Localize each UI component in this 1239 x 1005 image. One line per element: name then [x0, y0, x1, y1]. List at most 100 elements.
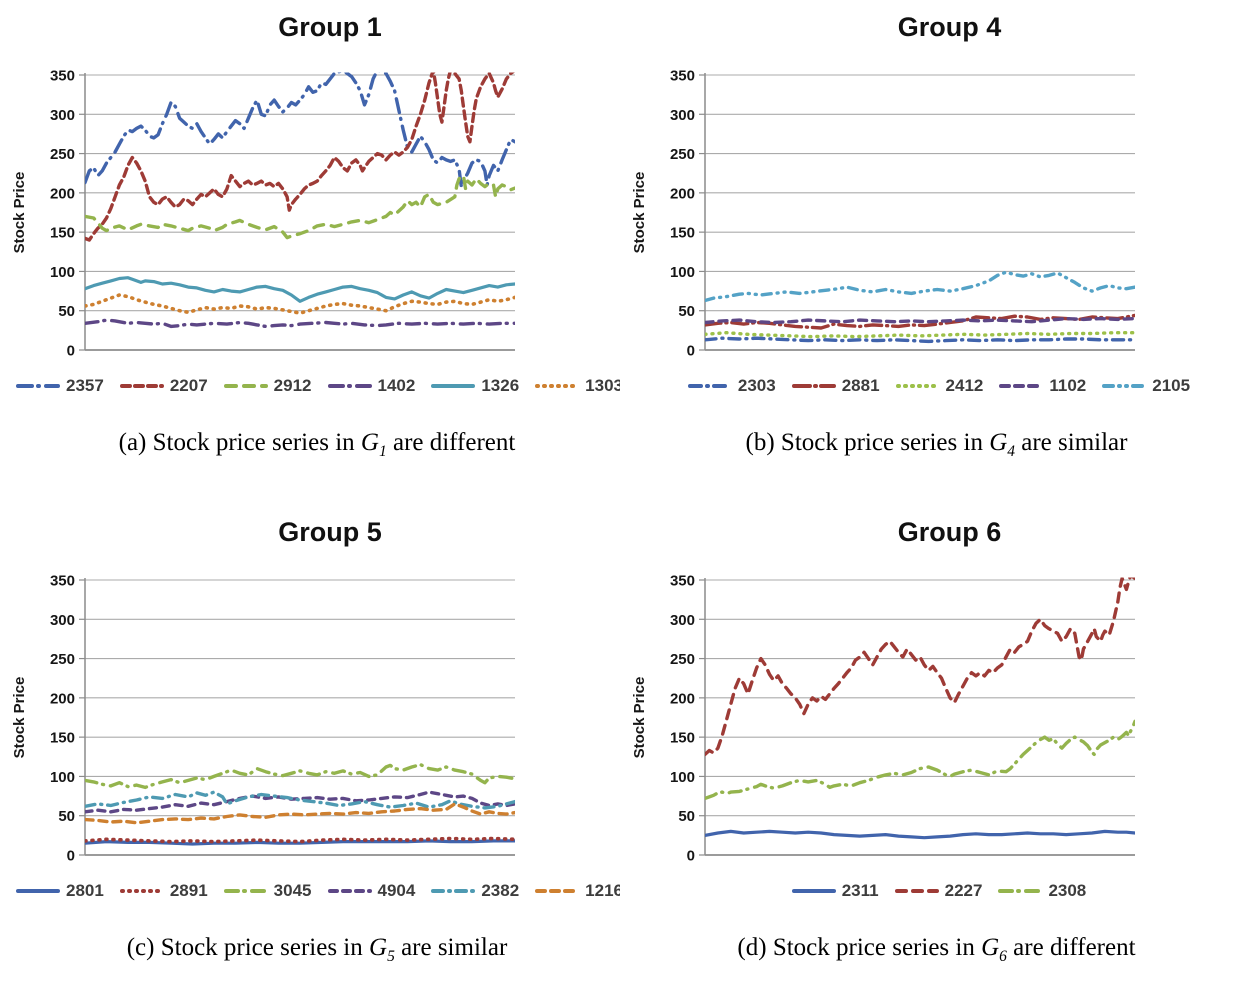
legend-item-3045: 3045 — [223, 881, 312, 901]
y-tick-label: 100 — [50, 264, 75, 281]
line-chart-group-6: 0 50 100 150 200 250 300 350 Stock Price — [631, 573, 1135, 865]
chart-title-group-5: Group 5 — [278, 517, 382, 547]
legend-item-2891: 2891 — [119, 881, 208, 901]
series-line-2912 — [85, 173, 515, 240]
group-symbol: G5 — [369, 934, 395, 965]
chart-title-group-4: Group 4 — [897, 12, 1002, 42]
legend-item-1402: 1402 — [327, 376, 415, 396]
caption-d: (d) Stock price series in G6 are differe… — [737, 934, 1135, 966]
y-tick-label: 300 — [669, 107, 694, 124]
series-line-4904 — [85, 790, 515, 814]
legend-label: 2308 — [1048, 881, 1087, 900]
chart-panel-group-1: Group 1 0 50 100 150 200 250 300 350 Stock Price… — [0, 0, 620, 505]
line-chart-group-4: 0 50 100 150 200 250 300 350 Stock Price — [631, 68, 1135, 360]
y-tick-label: 0 — [686, 343, 694, 360]
y-tick-label: 100 — [50, 769, 75, 786]
y-axis-title: Stock Price — [631, 172, 648, 254]
series-line-2308 — [704, 719, 1135, 801]
legend-item-2308: 2308 — [997, 881, 1086, 901]
caption-text: (a) Stock price series in — [118, 429, 361, 456]
caption-text: (b) Stock price series in — [745, 429, 990, 456]
legend-item-2382: 2382 — [430, 881, 519, 901]
legend-marker-1326 — [431, 384, 476, 388]
series-line-1326 — [85, 276, 515, 303]
y-tick-label: 100 — [669, 769, 694, 786]
legend-marker-1216 — [535, 889, 580, 893]
legend-item-2801: 2801 — [15, 881, 104, 901]
y-tick-label: 50 — [678, 303, 695, 320]
y-tick-label: 150 — [50, 730, 75, 747]
series-line-2357 — [85, 72, 515, 189]
series-line-2207 — [85, 72, 515, 242]
legend-marker-2303 — [687, 384, 732, 388]
legend-item-1303: 1303 — [534, 376, 620, 396]
y-tick-label: 350 — [50, 573, 75, 590]
legend-marker-2881 — [791, 384, 836, 388]
series-line-2891 — [85, 836, 515, 844]
y-axis-title: Stock Price — [11, 172, 28, 254]
chart-title-group-6: Group 6 — [897, 517, 1002, 547]
legend-label: 2227 — [944, 881, 983, 900]
legend-group-5: 2801 2891 3045 4904 2382 1216 — [15, 874, 620, 908]
legend-item-2303: 2303 — [687, 376, 776, 396]
legend-marker-2801 — [16, 889, 61, 893]
series-line-1216 — [85, 802, 515, 825]
legend-label: 2412 — [945, 376, 984, 395]
caption-b: (b) Stock price series in G4 are similar — [746, 429, 1128, 461]
legend-marker-1402 — [327, 384, 372, 388]
series-line-1402 — [85, 318, 515, 329]
y-tick-label: 150 — [50, 225, 75, 242]
chart-title-group-1: Group 1 — [278, 12, 382, 42]
legend-item-1216: 1216 — [534, 881, 620, 901]
series-line-3045 — [85, 762, 515, 790]
y-tick-label: 350 — [669, 68, 694, 85]
line-chart-group-1: 0 50 100 150 200 250 300 350 Stock Price — [11, 68, 515, 360]
legend-label: 2311 — [841, 881, 879, 900]
legend-item-2227: 2227 — [894, 881, 983, 901]
group-symbol: G4 — [989, 429, 1016, 460]
legend-marker-2357 — [16, 384, 61, 388]
legend-marker-2308 — [998, 889, 1043, 893]
legend-label: 2382 — [481, 881, 520, 900]
legend-label: 2801 — [66, 881, 104, 900]
legend-label: 1326 — [481, 376, 520, 395]
y-tick-label: 200 — [669, 690, 694, 707]
legend-label: 1216 — [585, 881, 620, 900]
y-tick-label: 0 — [67, 848, 75, 865]
y-tick-label: 300 — [669, 612, 694, 629]
group-symbol: G1 — [360, 429, 387, 460]
legend-label: 1102 — [1049, 376, 1087, 395]
line-chart-group-5: 0 50 100 150 200 250 300 350 Stock Price — [11, 573, 515, 865]
chart-panel-group-4: Group 4 0 50 100 150 200 250 300 350 Stock Price… — [620, 0, 1239, 505]
legend-label: 2357 — [66, 376, 104, 395]
caption-text: are different — [386, 429, 516, 456]
series-line-2227 — [704, 577, 1135, 757]
legend-item-2105: 2105 — [1101, 376, 1190, 396]
y-tick-label: 250 — [669, 651, 694, 668]
y-tick-label: 200 — [50, 185, 75, 202]
legend-marker-1102 — [999, 384, 1044, 388]
legend-group-6: 2311 2227 2308 — [791, 874, 1086, 908]
y-tick-label: 50 — [58, 303, 75, 320]
y-tick-label: 100 — [669, 264, 694, 281]
chart-panel-group-5: Group 5 0 50 100 150 200 250 300 350 Stock Price… — [0, 505, 620, 1005]
legend-marker-2891 — [119, 889, 164, 893]
legend-item-2311: 2311 — [791, 881, 879, 901]
y-tick-label: 300 — [50, 612, 75, 629]
series-line-2412 — [704, 331, 1135, 339]
legend-item-2912: 2912 — [223, 376, 312, 396]
caption-text: are similar — [394, 934, 508, 961]
y-tick-label: 250 — [50, 651, 75, 668]
legend-item-2357: 2357 — [15, 376, 104, 396]
legend-item-1326: 1326 — [430, 376, 519, 396]
group-symbol: G6 — [981, 934, 1007, 965]
legend-marker-4904 — [327, 889, 372, 893]
series-line-2311 — [704, 829, 1135, 840]
y-tick-label: 350 — [669, 573, 694, 590]
legend-marker-1303 — [535, 384, 580, 388]
legend-label: 2881 — [841, 376, 880, 395]
legend-marker-2105 — [1102, 384, 1147, 388]
y-tick-label: 200 — [669, 185, 694, 202]
y-tick-label: 50 — [678, 808, 695, 825]
legend-item-4904: 4904 — [327, 881, 415, 901]
